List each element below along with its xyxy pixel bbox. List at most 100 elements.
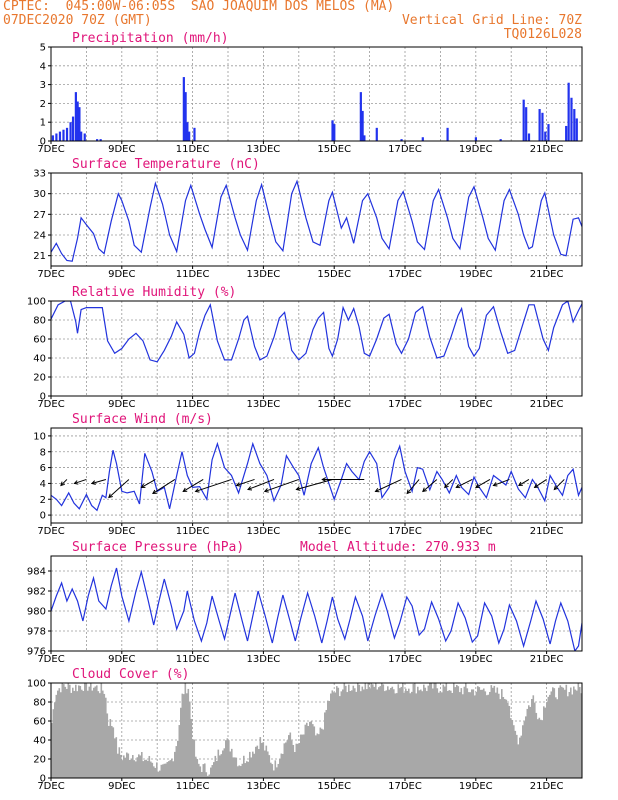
cloud-bar xyxy=(141,752,143,778)
wind-arrow xyxy=(406,479,420,494)
wind-arrow-head xyxy=(247,486,253,491)
cloud-bar xyxy=(463,686,466,778)
cloud-bar xyxy=(367,683,370,778)
cloud-bar xyxy=(409,693,412,778)
x-tick-label: 15DEC xyxy=(317,781,351,792)
cloud-bar xyxy=(121,760,124,778)
precip-bar xyxy=(541,112,544,141)
y-tick-label: 10 xyxy=(33,431,46,442)
y-tick-label: 100 xyxy=(27,679,46,690)
wind-arrow xyxy=(152,479,176,494)
cloud-bar xyxy=(184,683,187,778)
cloud-bar xyxy=(324,712,326,778)
cloud-bar xyxy=(370,683,373,778)
cloud-bar xyxy=(114,738,116,778)
cloud-bar xyxy=(444,686,446,778)
cloud-bar xyxy=(64,686,67,778)
wind-arrow-head xyxy=(553,485,559,491)
cloud-bar xyxy=(81,689,83,778)
cloud-bar xyxy=(130,758,133,778)
precip-bar xyxy=(544,131,547,141)
cloud-bar xyxy=(252,751,254,778)
cloud-bar xyxy=(115,737,118,778)
cloud-bar xyxy=(318,734,320,778)
precip-bar xyxy=(547,124,550,141)
cloud-bar xyxy=(168,761,170,778)
cloud-bar xyxy=(165,763,167,778)
cloud-bar xyxy=(441,692,443,778)
cloud-bar xyxy=(453,683,455,778)
cloud-bar xyxy=(52,709,55,778)
cloud-bar xyxy=(546,702,548,778)
cloud-bar xyxy=(388,689,391,778)
x-tick-label: 15DEC xyxy=(317,269,351,280)
cloud-bar xyxy=(201,771,203,778)
x-tick-label: 19DEC xyxy=(459,144,493,155)
precip-bar xyxy=(83,133,86,141)
cloud-bar xyxy=(504,698,506,778)
wind-arrow-head xyxy=(518,481,523,486)
cloud-bar xyxy=(426,691,428,778)
cloud-bar xyxy=(196,759,199,778)
cloud-bar xyxy=(139,755,142,778)
cloud-bar xyxy=(385,690,388,778)
cloud-bar xyxy=(273,770,275,778)
cloud-bar xyxy=(177,740,179,778)
cloud-bar xyxy=(391,686,394,778)
wind-arrow xyxy=(91,478,107,484)
cloud-bar xyxy=(565,684,568,778)
cloud-bar xyxy=(369,688,371,778)
wind-arrow xyxy=(553,479,565,490)
x-tick-label: 11DEC xyxy=(176,399,210,410)
cloud-bar xyxy=(166,762,169,778)
cloud-bar xyxy=(468,692,470,778)
cloud-bar xyxy=(67,683,70,778)
cloud-bar xyxy=(417,686,419,778)
cloud-bar xyxy=(138,754,140,778)
cloud-bar xyxy=(457,686,460,778)
cloud-bar xyxy=(223,748,226,778)
cloud-bar xyxy=(508,705,511,778)
cloud-bar xyxy=(276,767,278,778)
cloud-bar xyxy=(106,713,109,778)
wind-arrow xyxy=(264,478,299,492)
cloud-bar xyxy=(496,687,499,778)
cloud-bar xyxy=(364,683,367,778)
precip-bar xyxy=(375,127,378,141)
cloud-bar xyxy=(456,684,458,778)
cloud-bar xyxy=(94,686,97,778)
precip-bar xyxy=(361,110,364,141)
cloud-bar xyxy=(544,707,547,778)
y-tick-label: 982 xyxy=(27,587,46,598)
x-tick-label: 21DEC xyxy=(530,399,564,410)
cloud-bar xyxy=(543,706,545,778)
cloud-bar xyxy=(342,689,344,778)
cloud-bar xyxy=(393,689,395,778)
cloud-bar xyxy=(295,743,298,778)
wind-arrow xyxy=(108,479,130,498)
cloud-bar xyxy=(331,690,334,778)
cloud-bar xyxy=(117,753,119,778)
cloud-bar xyxy=(280,753,283,778)
cloud-bar xyxy=(240,766,242,778)
wind-arrow xyxy=(236,478,255,486)
cloud-bar xyxy=(336,686,338,778)
y-tick-label: 2 xyxy=(40,495,46,506)
wind-arrow xyxy=(375,479,402,492)
x-tick-label: 7DEC xyxy=(37,781,64,792)
cloud-bar xyxy=(448,690,451,778)
cloud-bar xyxy=(384,691,386,778)
cloud-bar xyxy=(327,700,329,778)
cloud-bar xyxy=(243,755,245,778)
cloud-bar xyxy=(352,685,355,778)
wind-arrow-head xyxy=(455,483,461,489)
cloud-bar xyxy=(498,693,500,778)
cloud-bar xyxy=(313,726,316,778)
cloud-bar xyxy=(418,690,421,778)
cloud-bar xyxy=(267,751,269,778)
cloud-bar xyxy=(217,749,220,778)
x-tick-label: 9DEC xyxy=(108,399,135,410)
wind-arrow xyxy=(456,479,473,488)
cloud-bar xyxy=(481,689,484,778)
cloud-bar xyxy=(186,693,188,778)
